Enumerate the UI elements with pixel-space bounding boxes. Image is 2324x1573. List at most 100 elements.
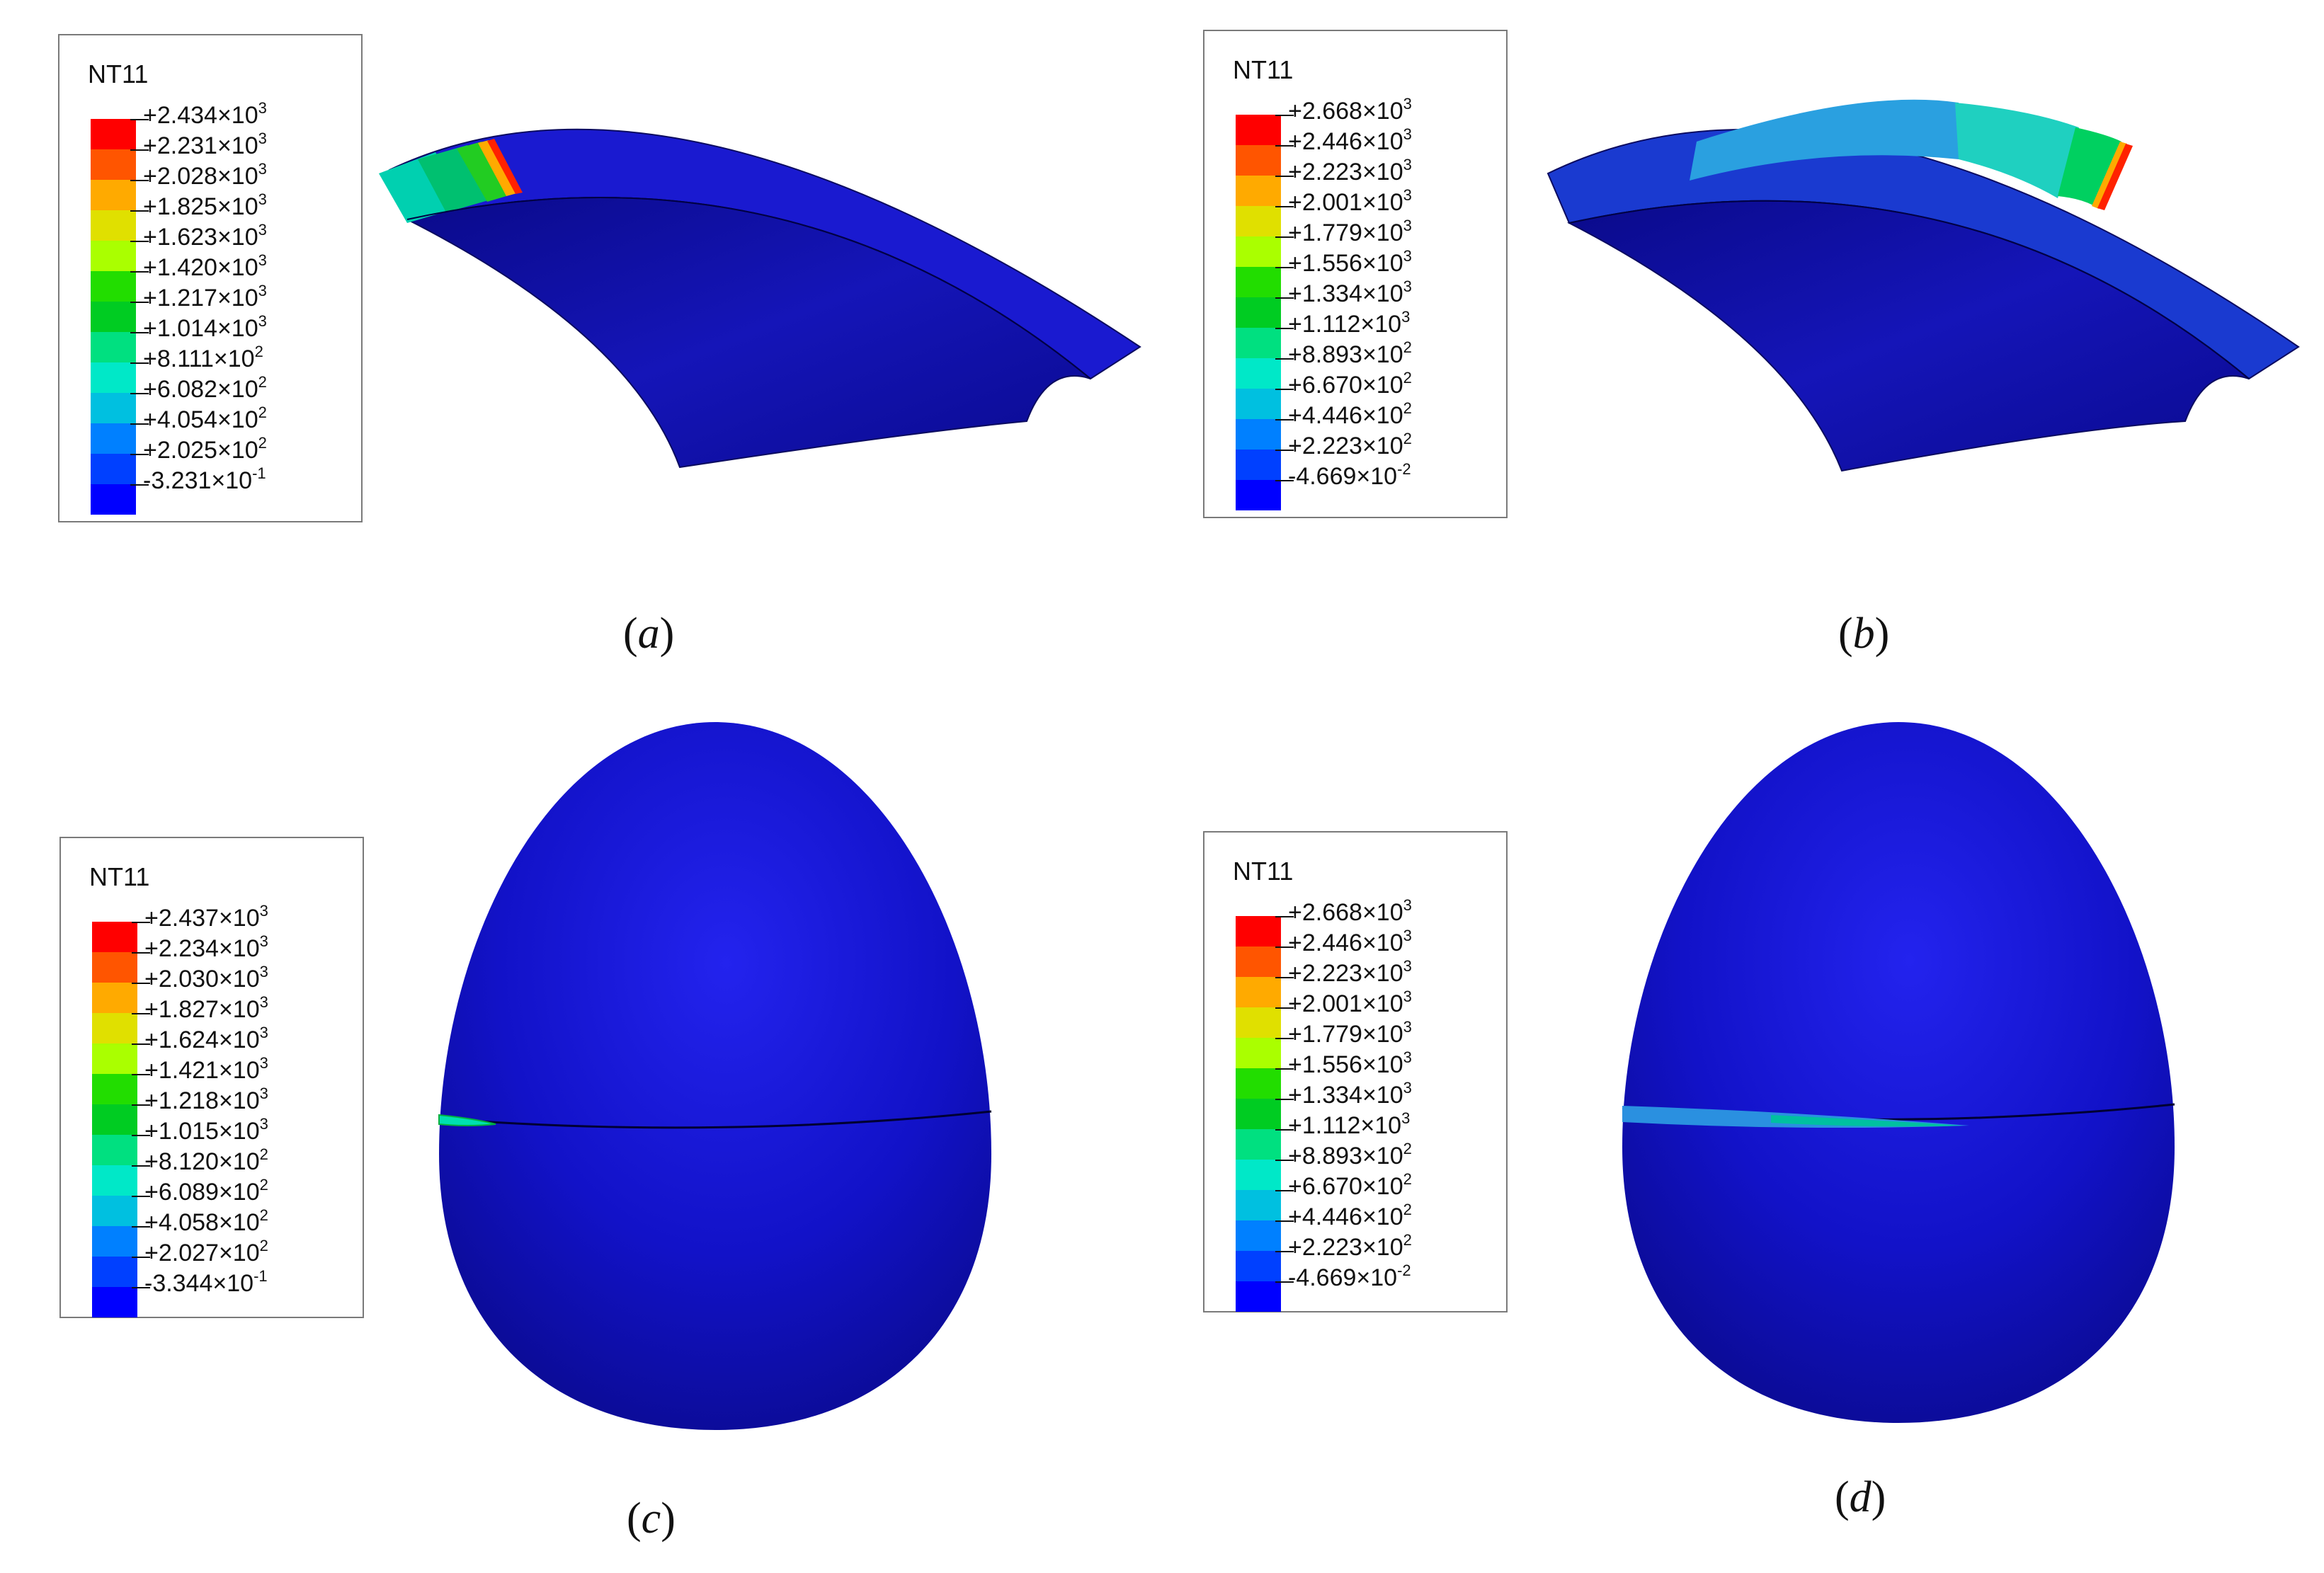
legend-tick [132,1257,150,1258]
legend-swatch [1236,480,1281,510]
legend-tick [1275,1007,1294,1009]
legend-color-bar [1236,115,1281,510]
legend-tick [130,393,149,394]
legend-value-label: +2.437×103 [144,902,268,932]
legend-tick [1275,916,1294,917]
legend-tick [1275,1220,1294,1222]
legend-d: NT11 +2.668×103 +2.446×103 +2.223×103 +2.00… [1203,831,1508,1312]
legend-swatch [1236,206,1281,236]
legend-swatch [92,1257,137,1287]
legend-value-label: +8.893×102 [1288,338,1412,369]
legend-value-label: +2.025×102 [143,434,267,464]
legend-swatch [1236,1190,1281,1220]
panel-d: NT11 +2.668×103 +2.446×103 +2.223×103 +2.00… [1162,708,2324,1573]
panel-b: NT11 +2.668×103 +2.446×103 +2.223×103 +2.00… [1162,0,2324,708]
legend-swatch [91,271,136,302]
legend-swatch [1236,916,1281,946]
legend-swatch [92,1287,137,1317]
legend-value-label: +1.015×103 [144,1115,268,1145]
legend-value-label: +1.014×103 [143,312,267,343]
legend-tick [130,302,149,303]
legend-value-label: -4.669×10-2 [1288,460,1411,491]
legend-swatch [1236,1160,1281,1190]
legend-tick [1275,450,1294,451]
legend-swatch [92,983,137,1013]
legend-swatch [1236,389,1281,419]
legend-value-label: +1.112×103 [1288,308,1411,338]
legend-value-label: +1.334×103 [1288,278,1412,308]
legend-tick [1275,1129,1294,1131]
legend-swatch [1236,977,1281,1007]
legend-value-label: +4.446×102 [1288,399,1412,430]
legend-value-label: +2.223×102 [1288,1231,1412,1262]
legend-value-label: +6.670×102 [1288,369,1412,399]
legend-swatch [91,149,136,180]
legend-swatch [91,210,136,241]
legend-swatch [91,119,136,149]
legend-swatch [92,1043,137,1074]
legend-tick [1275,297,1294,299]
legend-swatch [92,1104,137,1135]
legend-tick [1275,145,1294,147]
legend-value-label: +2.223×103 [1288,957,1412,988]
legend-tick [1275,1281,1294,1283]
legend-tick [1275,1038,1294,1039]
legend-tick [1275,1068,1294,1070]
legend-tick [1275,1190,1294,1191]
legend-tick [132,1043,150,1045]
legend-tick [130,149,149,151]
legend-tick [130,454,149,455]
legend-value-label: +1.217×103 [143,282,267,312]
legend-value-label: +8.111×102 [143,343,263,373]
legend-value-label: +1.421×103 [144,1054,268,1085]
legend-b: NT11 +2.668×103 +2.446×103 +2.223×103 +2.00… [1203,30,1508,518]
legend-c: NT11 +2.437×103 +2.234×103 +2.030×103 +1.82… [59,837,364,1318]
legend-tick [1275,946,1294,948]
legend-tick [1275,389,1294,390]
legend-tick [130,119,149,120]
legend-title: NT11 [1233,55,1294,84]
legend-value-label: +1.779×103 [1288,1018,1412,1048]
legend-value-label: +1.779×103 [1288,217,1412,247]
legend-tick [1275,236,1294,238]
legend-title: NT11 [1233,857,1294,886]
legend-swatch [1236,1038,1281,1068]
legend-value-label: +2.234×103 [144,932,268,963]
legend-tick [132,922,150,923]
legend-value-label: +6.089×102 [144,1176,268,1206]
legend-tick [132,1196,150,1197]
legend-swatch [91,423,136,454]
legend-swatch [92,1226,137,1257]
shell-segment-model [1547,99,2300,472]
legend-value-label: -3.231×10-1 [143,464,266,495]
legend-swatch [91,454,136,484]
egg-shell-model [438,722,992,1430]
egg-shell-model [1622,722,2175,1423]
legend-value-label: +4.054×102 [143,404,267,434]
legend-tick [130,332,149,333]
legend-title: NT11 [88,59,149,88]
legend-swatch [92,952,137,983]
legend-swatch [1236,1007,1281,1038]
legend-tick [1275,358,1294,360]
legend-swatch [91,302,136,332]
legend-tick [132,1226,150,1228]
legend-swatch [92,1196,137,1226]
legend-value-label: +2.030×103 [144,963,268,993]
legend-swatch [91,393,136,423]
legend-swatch [1236,297,1281,328]
legend-value-label: +1.827×103 [144,993,268,1024]
legend-labels: +2.434×103 +2.231×103 +2.028×103 +1.825×103… [143,101,267,496]
legend-tick [132,1104,150,1106]
legend-value-label: +2.001×103 [1288,988,1412,1018]
legend-swatch [92,922,137,952]
legend-value-label: +1.825×103 [143,190,267,221]
legend-tick [132,1074,150,1075]
legend-swatch [1236,1281,1281,1312]
legend-labels: +2.437×103 +2.234×103 +2.030×103 +1.827×103… [144,903,268,1299]
legend-swatch [1236,450,1281,480]
legend-tick [130,362,149,364]
panel-a: NT11 +2.434×103 +2.231×103 +2.028×103 +1.82… [0,0,1162,708]
legend-swatch [1236,1220,1281,1251]
legend-tick [130,423,149,425]
